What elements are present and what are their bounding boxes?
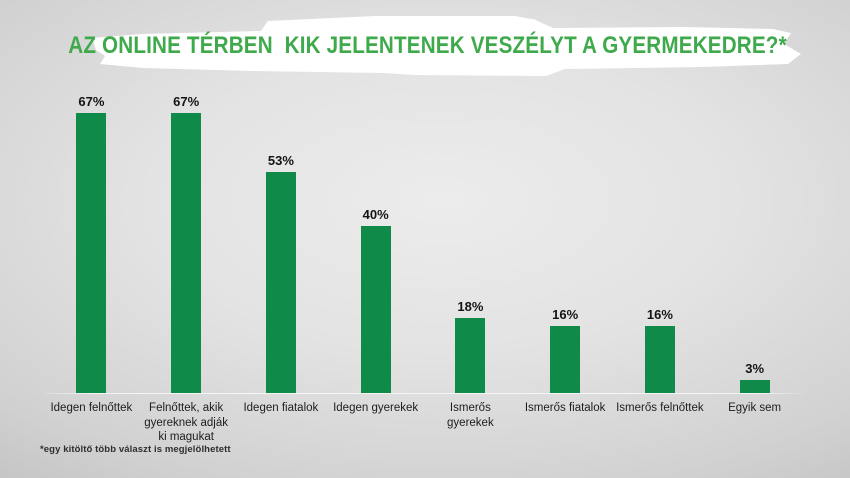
category-label: Idegen gyerekek (333, 402, 419, 414)
brush-stroke-shape (92, 17, 801, 76)
bar: 16% (644, 307, 675, 393)
category-label: Egyik sem (728, 402, 782, 414)
category-label: Ismerős gyerekek (447, 402, 494, 429)
bar: 3% (739, 361, 770, 393)
bar-value-label: 67% (78, 94, 105, 109)
bar-value-label: 18% (457, 299, 484, 314)
bar: 67% (171, 94, 202, 393)
chart-title: AZ ONLINE TÉRBEN KIK JELENTENEK VESZÉLYT… (68, 32, 787, 59)
bar-group: 67% (139, 94, 234, 393)
bar-value-label: 16% (552, 307, 579, 322)
category-label: Ismerős felnőttek (616, 402, 704, 414)
category-label: Idegen fiatalok (243, 402, 319, 414)
bar: 53% (265, 153, 296, 393)
bar-group: 3% (707, 111, 802, 393)
bar-group: 16% (613, 111, 708, 393)
footnote: *egy kitöltő több választ is megjelölhet… (40, 444, 231, 455)
bar: 16% (550, 307, 581, 393)
bar-value-label: 53% (267, 153, 294, 168)
bar-group: 67% (44, 94, 139, 393)
bar: 67% (76, 94, 107, 393)
bar-chart-plot: 67% 67% 53% 40% 18% 16% 16% 3% (44, 94, 802, 393)
category-label: Idegen felnőttek (50, 402, 133, 414)
bar-value-label: 3% (745, 361, 765, 376)
bar-value-label: 67% (173, 94, 200, 109)
bar: 40% (360, 207, 391, 393)
title-brush-banner (92, 16, 801, 76)
bar-group: 16% (518, 111, 613, 393)
bar-group: 18% (423, 111, 518, 393)
brush-stroke-flick (268, 16, 537, 21)
bar-value-label: 16% (646, 307, 673, 322)
bar-group: 40% (328, 111, 423, 393)
bar-value-label: 40% (362, 207, 389, 222)
category-labels-row: Idegen felnőttek Felnőttek, akik gyerekne… (44, 401, 802, 445)
x-axis-baseline (44, 393, 802, 394)
category-label: Ismerős fiatalok (524, 402, 606, 414)
bar-group: 53% (234, 111, 329, 393)
bar: 18% (455, 299, 486, 393)
category-label: Felnőttek, akik gyereknek adják ki maguk… (144, 402, 228, 444)
